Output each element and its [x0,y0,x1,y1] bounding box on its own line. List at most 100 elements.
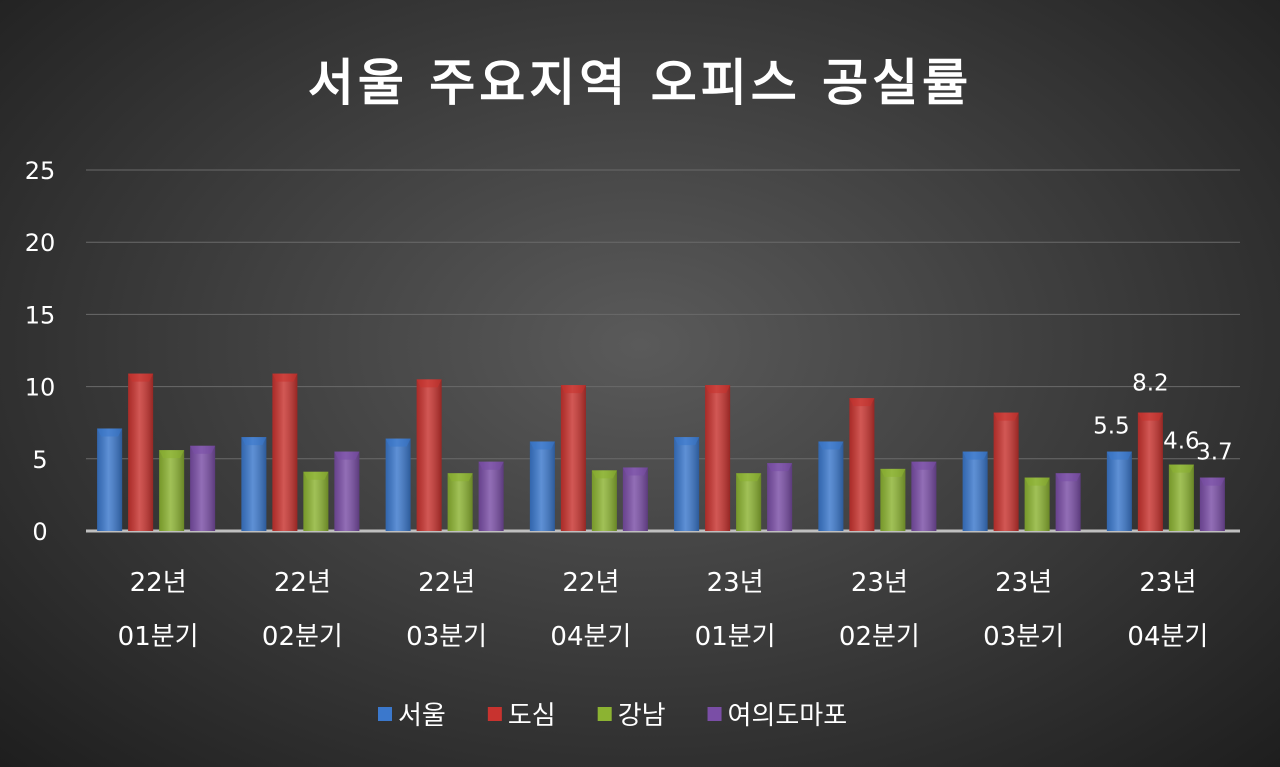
x-category-label: 22년 [562,568,619,598]
bar-shade [190,445,216,531]
bar-top [385,438,411,447]
bar [591,470,617,531]
bar [303,471,329,531]
bar-top [190,445,216,454]
bar-top [767,463,793,472]
bar-top [560,385,586,394]
legend-swatch [378,707,392,721]
bar [241,437,267,531]
bar-top [1137,412,1163,421]
bar-shade [560,385,586,531]
bar-top [911,461,937,470]
bar-shade [97,428,123,531]
bar-top [818,441,844,450]
bar [190,445,216,531]
bar [1055,473,1081,531]
bar [818,441,844,531]
bar-shade [591,470,617,531]
legend-item: 서울 [378,701,446,731]
x-category-label: 23년 [995,568,1052,598]
bar-shade [674,437,700,531]
bar-shade [880,468,906,531]
bar [962,451,988,531]
x-category-label: 03분기 [406,622,487,652]
bar-shade [849,398,875,531]
bar-shade [529,441,555,531]
bar-top [447,473,473,482]
bar [1168,464,1194,531]
x-category-label: 01분기 [695,622,776,652]
legend-item: 여의도마포 [707,701,847,731]
bar-top [97,428,123,437]
legend-swatch [487,707,502,721]
legend-label: 강남 [618,701,666,731]
x-category-label: 04분기 [1127,622,1208,652]
bar [128,373,154,531]
x-category-label: 02분기 [262,622,343,652]
bar-top [849,398,875,407]
legend-item: 도심 [487,701,556,731]
bar-shade [1106,451,1132,531]
bar-shade [159,450,185,531]
bar [1106,451,1132,531]
bar-top [1106,451,1132,460]
bar-top [674,437,700,446]
x-category-label: 03분기 [983,622,1064,652]
bar-shade [1024,477,1050,531]
bar-shade [447,473,473,531]
x-category-label: 23년 [1139,568,1196,598]
bar-top [1199,477,1225,486]
bar-top [880,468,906,477]
x-category-label: 01분기 [118,622,199,652]
bar [849,398,875,531]
chart-title: 서울 주요지역 오피스 공실률 [308,54,972,112]
bar-shade [736,473,762,531]
bar-shade [767,463,793,531]
x-category-label: 02분기 [839,622,920,652]
bar-top [962,451,988,460]
bar [416,379,442,531]
bar-top [1055,473,1081,482]
bar [385,438,411,531]
bar [622,467,648,531]
bar-top [591,470,617,479]
bar-shade [1199,477,1225,531]
legend-swatch [597,707,612,721]
bar-top [128,373,154,382]
bar-shade [272,373,298,531]
data-label: 3.7 [1196,440,1233,466]
bar-top [159,450,185,459]
bar-shade [478,461,504,531]
bar-top [478,461,504,470]
bar-shade [241,437,267,531]
bar [560,385,586,531]
x-category-label: 22년 [274,568,331,598]
legend: 서울 도심 강남 여의도마포 [378,701,847,731]
bar-shade [416,379,442,531]
bar [1024,477,1050,531]
bar-top [529,441,555,450]
bar-top [272,373,298,382]
y-tick-label: 20 [25,229,56,257]
bar-shade [622,467,648,531]
data-label: 8.2 [1132,371,1169,397]
bar [529,441,555,531]
bar-shade [303,471,329,531]
y-tick-label: 0 [32,518,47,546]
bar-top [993,412,1019,421]
bar-shade [334,451,360,531]
bar [736,473,762,531]
bars [97,373,1225,531]
bar [1199,477,1225,531]
bar-shade [385,438,411,531]
bar [334,451,360,531]
x-category-label: 23년 [707,568,764,598]
x-category-label: 04분기 [550,622,631,652]
bar [767,463,793,531]
data-label: 5.5 [1093,414,1130,440]
bar-shade [911,461,937,531]
bar [705,385,731,531]
x-axis-categories: 22년 01분기 22년 02분기 22년 03분기 22년 04분기 23년 01분기 23년 02… [118,568,1209,652]
